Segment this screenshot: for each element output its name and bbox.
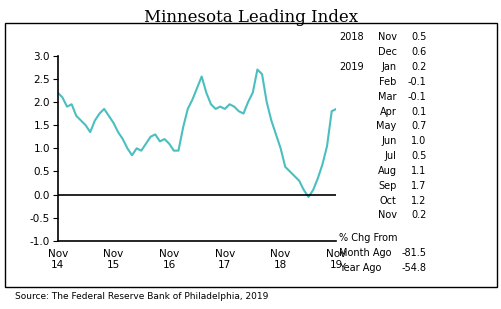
Text: 0.2: 0.2 <box>410 210 426 220</box>
Text: Jul: Jul <box>384 151 396 161</box>
Text: Month Ago: Month Ago <box>338 248 391 258</box>
Text: Jun: Jun <box>380 136 396 146</box>
Text: Minnesota Leading Index: Minnesota Leading Index <box>144 9 357 26</box>
Text: Jan: Jan <box>381 62 396 72</box>
Text: Feb: Feb <box>378 77 396 87</box>
Text: Source: The Federal Reserve Bank of Philadelphia, 2019: Source: The Federal Reserve Bank of Phil… <box>15 292 268 301</box>
Text: Sep: Sep <box>377 181 396 191</box>
Text: Dec: Dec <box>377 47 396 57</box>
Text: Mar: Mar <box>377 92 396 102</box>
Text: -0.1: -0.1 <box>407 92 426 102</box>
Text: Apr: Apr <box>379 107 396 116</box>
Text: 2018: 2018 <box>338 32 363 42</box>
Text: 0.2: 0.2 <box>410 62 426 72</box>
Text: 0.1: 0.1 <box>411 107 426 116</box>
Text: Aug: Aug <box>377 166 396 176</box>
Text: 0.5: 0.5 <box>410 32 426 42</box>
Text: 1.0: 1.0 <box>411 136 426 146</box>
Text: May: May <box>376 121 396 131</box>
Text: 1.7: 1.7 <box>410 181 426 191</box>
Text: 0.6: 0.6 <box>411 47 426 57</box>
Text: Nov: Nov <box>377 210 396 220</box>
Text: 0.7: 0.7 <box>410 121 426 131</box>
Text: -54.8: -54.8 <box>401 263 426 273</box>
Text: Year Ago: Year Ago <box>338 263 380 273</box>
Text: Nov: Nov <box>377 32 396 42</box>
Text: 2019: 2019 <box>338 62 363 72</box>
Text: -81.5: -81.5 <box>401 248 426 258</box>
Text: 1.1: 1.1 <box>411 166 426 176</box>
Text: -0.1: -0.1 <box>407 77 426 87</box>
Text: % Chg From: % Chg From <box>338 233 397 243</box>
Text: Oct: Oct <box>379 196 396 205</box>
Text: 0.5: 0.5 <box>410 151 426 161</box>
Text: 1.2: 1.2 <box>410 196 426 205</box>
